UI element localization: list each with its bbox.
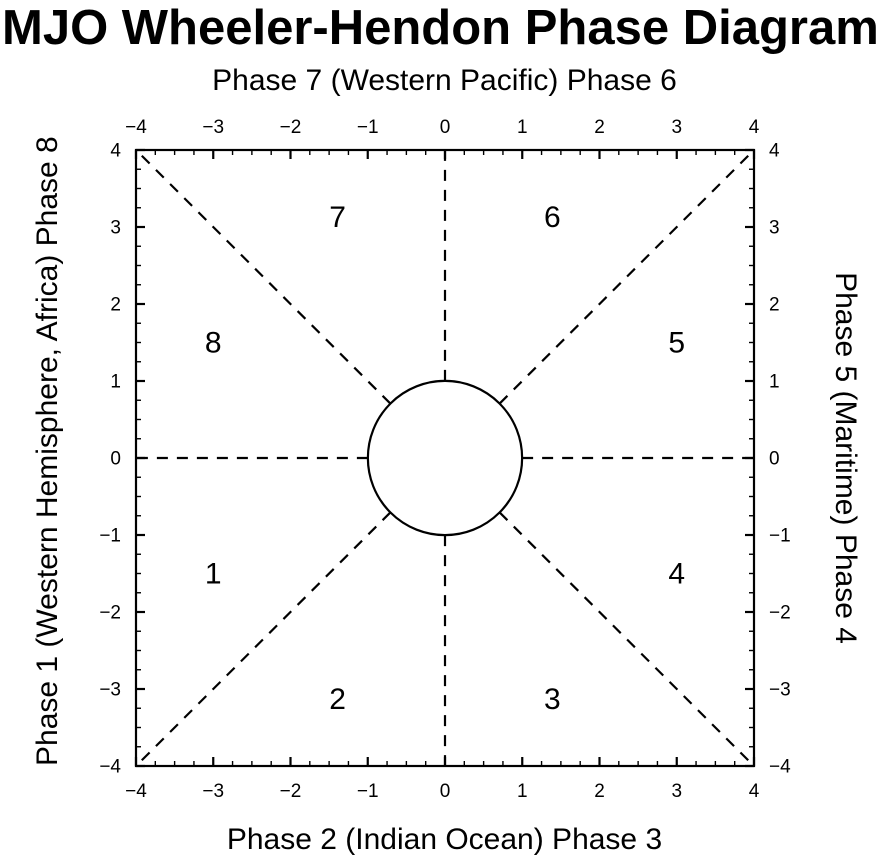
svg-text:4: 4 xyxy=(749,117,760,138)
svg-text:−1: −1 xyxy=(99,526,121,547)
svg-text:1: 1 xyxy=(769,372,780,393)
svg-text:1: 1 xyxy=(110,372,121,393)
svg-text:3: 3 xyxy=(769,218,780,239)
svg-text:0: 0 xyxy=(769,449,780,470)
svg-text:3: 3 xyxy=(671,117,682,138)
svg-text:6: 6 xyxy=(544,201,561,234)
svg-text:0: 0 xyxy=(440,781,451,802)
svg-text:−4: −4 xyxy=(99,757,121,778)
svg-text:3: 3 xyxy=(544,683,561,716)
svg-text:−3: −3 xyxy=(202,117,224,138)
svg-text:−4: −4 xyxy=(125,117,147,138)
svg-text:−1: −1 xyxy=(357,781,379,802)
svg-text:0: 0 xyxy=(440,117,451,138)
svg-text:1: 1 xyxy=(205,558,222,591)
svg-text:0: 0 xyxy=(110,449,121,470)
svg-text:−4: −4 xyxy=(769,757,791,778)
svg-text:2: 2 xyxy=(769,295,780,316)
svg-text:−2: −2 xyxy=(99,603,121,624)
svg-text:−1: −1 xyxy=(357,117,379,138)
svg-text:5: 5 xyxy=(668,327,685,360)
svg-text:−2: −2 xyxy=(769,603,791,624)
svg-text:−3: −3 xyxy=(769,680,791,701)
svg-text:7: 7 xyxy=(329,201,346,234)
svg-text:4: 4 xyxy=(110,141,121,162)
svg-text:8: 8 xyxy=(205,327,222,360)
svg-text:−3: −3 xyxy=(202,781,224,802)
svg-text:−3: −3 xyxy=(99,680,121,701)
svg-text:−2: −2 xyxy=(280,117,302,138)
svg-text:3: 3 xyxy=(110,218,121,239)
svg-text:4: 4 xyxy=(749,781,760,802)
svg-text:2: 2 xyxy=(594,117,605,138)
svg-text:2: 2 xyxy=(110,295,121,316)
svg-text:2: 2 xyxy=(329,683,346,716)
svg-text:−2: −2 xyxy=(280,781,302,802)
svg-text:3: 3 xyxy=(671,781,682,802)
svg-text:1: 1 xyxy=(517,117,528,138)
svg-text:4: 4 xyxy=(668,558,685,591)
svg-text:1: 1 xyxy=(517,781,528,802)
svg-text:−1: −1 xyxy=(769,526,791,547)
svg-text:4: 4 xyxy=(769,141,780,162)
svg-text:2: 2 xyxy=(594,781,605,802)
svg-text:−4: −4 xyxy=(125,781,147,802)
